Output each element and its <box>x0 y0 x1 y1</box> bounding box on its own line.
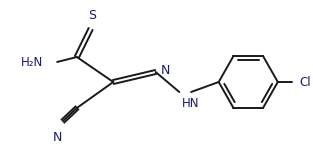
Text: S: S <box>89 9 97 22</box>
Text: N: N <box>53 131 62 144</box>
Text: HN: HN <box>182 97 200 110</box>
Text: H₂N: H₂N <box>21 55 43 69</box>
Text: N: N <box>161 64 170 78</box>
Text: Cl: Cl <box>300 75 311 89</box>
